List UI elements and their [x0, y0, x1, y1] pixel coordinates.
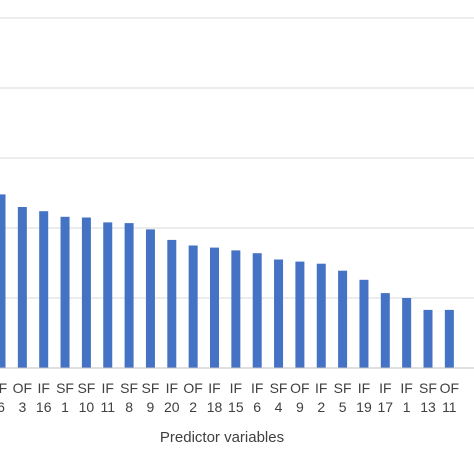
bar [274, 259, 284, 368]
x-axis-label: Predictor variables [160, 429, 284, 446]
bar [17, 207, 27, 368]
bar [252, 253, 262, 368]
bar [81, 217, 91, 368]
bar [423, 309, 433, 368]
x-tick-label: SF [120, 380, 138, 396]
bar [338, 270, 348, 368]
bar [0, 194, 6, 368]
x-tick-label: 2 [189, 399, 197, 415]
bar [316, 263, 326, 368]
bar [124, 223, 134, 368]
x-tick-label: 5 [339, 399, 347, 415]
x-tick-label: SF [270, 380, 288, 396]
x-tick-label: 6 [253, 399, 261, 415]
bars [0, 194, 454, 368]
x-tick-label: 4 [275, 399, 283, 415]
x-tick-label: 3 [18, 399, 26, 415]
bar [145, 229, 155, 368]
x-tick-label: IF [102, 380, 114, 396]
bar [39, 211, 49, 368]
x-tick-label: 9 [296, 399, 304, 415]
x-tick-label: 2 [317, 399, 325, 415]
x-tick-label: IF [251, 380, 263, 396]
x-tick-label: IF [0, 380, 7, 396]
x-tick-label: IF [208, 380, 220, 396]
x-tick-label: 15 [228, 399, 244, 415]
x-tick-label: IF [358, 380, 370, 396]
x-tick-label: 20 [164, 399, 180, 415]
bar [188, 245, 198, 368]
x-tick-label: 16 [36, 399, 52, 415]
x-tick-label: 1 [61, 399, 69, 415]
x-tick-label: OF [183, 380, 202, 396]
x-tick-label: 17 [378, 399, 394, 415]
bar [103, 222, 113, 368]
gridlines [0, 17, 474, 299]
x-tick-label: IF [315, 380, 327, 396]
bar [231, 250, 241, 368]
x-tick-label: OF [440, 380, 459, 396]
x-tick-label: 11 [100, 399, 115, 415]
x-tick-label: IF [37, 380, 49, 396]
x-tick-label: 19 [356, 399, 372, 415]
x-tick-label: IF [166, 380, 178, 396]
x-tick-label: IF [230, 380, 242, 396]
x-tick-label: 9 [147, 399, 155, 415]
x-tick-label: OF [13, 380, 32, 396]
x-tick-label: 11 [442, 399, 457, 415]
x-tick-label: 6 [0, 399, 5, 415]
x-tick-label: SF [334, 380, 352, 396]
x-tick-label: IF [400, 380, 412, 396]
x-tick-label: SF [56, 380, 74, 396]
x-tick-label: OF [290, 380, 309, 396]
x-tick-labels: IF6OF3IF16SF1SF10IF11SF8SF9IF20OF2IF18IF… [0, 380, 459, 415]
bar [444, 309, 454, 368]
bar [295, 261, 305, 368]
x-tick-label: 18 [207, 399, 223, 415]
x-tick-label: 13 [420, 399, 436, 415]
x-tick-label: 8 [125, 399, 133, 415]
bar [167, 239, 177, 368]
x-tick-label: SF [419, 380, 437, 396]
x-tick-label: SF [142, 380, 160, 396]
bar [60, 216, 70, 368]
bar [359, 279, 369, 368]
x-tick-label: 1 [403, 399, 411, 415]
x-tick-label: 10 [79, 399, 95, 415]
bar [380, 293, 390, 368]
bar [210, 247, 219, 368]
x-tick-label: IF [379, 380, 391, 396]
bar [402, 298, 412, 368]
x-tick-label: SF [77, 380, 95, 396]
